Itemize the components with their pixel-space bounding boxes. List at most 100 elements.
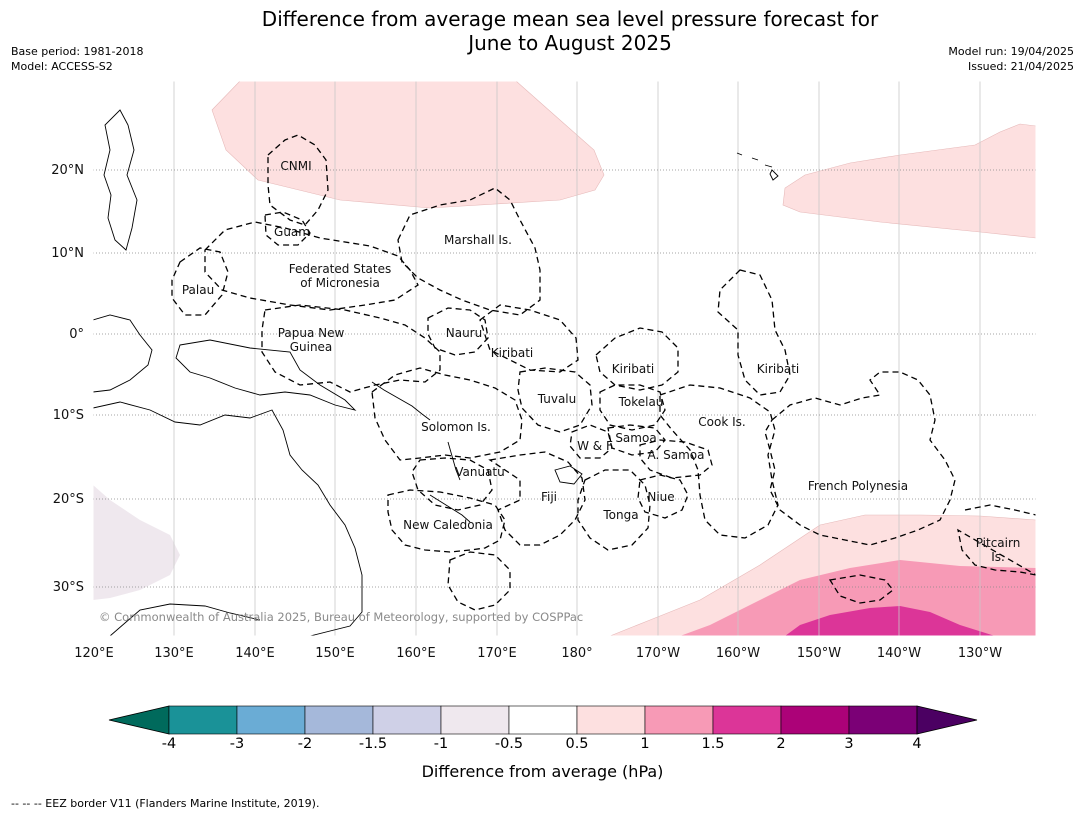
model-text: Model: ACCESS-S2 (11, 60, 113, 73)
longitude-labels: 120°E 130°E 140°E 150°E 160°E 170°E 180°… (74, 646, 1002, 661)
label-png-line1: Papua New (278, 326, 345, 340)
australia-coastline (93, 401, 363, 636)
eez-palau (171, 247, 229, 316)
eez-tuvalu (517, 367, 593, 433)
lat-label-20n: 20°N (51, 163, 84, 178)
label-new-caledonia: New Caledonia (403, 518, 493, 532)
lat-label-10s: 10°S (53, 408, 84, 423)
pressure-anomaly-map: CNMI Guam Marshall Is. Federated States … (51, 80, 1037, 661)
eez-solomon (371, 367, 523, 461)
meta-left: Base period: 1981-2018 Model: ACCESS-S2 (11, 44, 143, 74)
lat-label-30s: 30°S (53, 580, 84, 595)
eez-kermadec (828, 574, 894, 604)
label-fsm-line1: Federated States (289, 262, 391, 276)
eez-png (261, 304, 441, 393)
colorbar-tick-label: 1 (640, 736, 650, 752)
fiji-coastline (554, 465, 583, 485)
label-kiribati-central: Kiribati (612, 362, 654, 376)
anomaly-region-tasman-negative (93, 485, 180, 600)
eez-niue (637, 474, 689, 519)
label-niue: Niue (647, 490, 674, 504)
eez-tonga (577, 469, 651, 551)
title-line-2: June to August 2025 (468, 31, 672, 55)
vanuatu-coastline (447, 441, 461, 481)
label-tonga: Tonga (602, 508, 638, 522)
colorbar-swatch (576, 705, 646, 735)
label-png-line2: Guinea (290, 340, 333, 354)
label-marshall: Marshall Is. (444, 233, 512, 247)
borneo-sulawesi-coastline (93, 314, 153, 393)
lon-label-120e: 120°E (74, 646, 114, 661)
lon-label-160w: 160°W (716, 646, 760, 661)
anomaly-region-southeast-medium (680, 560, 1036, 636)
eez-pitcairn (957, 504, 1036, 576)
anomaly-region-north-pacific (211, 81, 605, 209)
lon-label-180: 180° (561, 646, 592, 661)
lon-label-150w: 150°W (797, 646, 841, 661)
eez-fsm (204, 221, 419, 311)
latitude-gridlines (93, 169, 1036, 588)
eez-guam (264, 211, 311, 246)
anomaly-region-northeast-pacific (782, 123, 1036, 239)
eez-cook (659, 384, 779, 539)
base-period-text: Base period: 1981-2018 (11, 45, 144, 58)
copyright-notice: © Commonwealth of Australia 2025, Bureau… (99, 610, 583, 624)
colorbar-tick-label: 4 (912, 736, 922, 752)
label-palau: Palau (182, 283, 214, 297)
map-frame (92, 80, 1037, 637)
colorbar-tick-label: 2 (776, 736, 786, 752)
label-tokelau: Tokelau (618, 395, 664, 409)
label-kiribati-east: Kiribati (757, 362, 799, 376)
label-vanuatu: Vanuatu (455, 465, 505, 479)
lon-label-170w: 170°W (636, 646, 680, 661)
longitude-gridlines (173, 81, 981, 636)
colorbar-title: Difference from average (hPa) (421, 762, 664, 781)
solomon-islands-coastline (371, 381, 431, 421)
colorbar-swatch (440, 705, 510, 735)
colorbar-swatch (712, 705, 782, 735)
colorbar-swatch (780, 705, 850, 735)
colorbar-tick-label: 1.5 (701, 736, 725, 752)
label-guam: Guam (274, 225, 310, 239)
colorbar-tick-label: 0.5 (565, 736, 589, 752)
colorbar-tick-label: -4 (161, 736, 177, 752)
model-run-text: Model run: 19/04/2025 (948, 45, 1074, 58)
lon-label-170e: 170°E (477, 646, 517, 661)
eez-kiribati-east (717, 269, 791, 396)
eez-marshall (397, 187, 541, 316)
eez-french-polynesia (764, 371, 956, 546)
colorbar-swatch (168, 705, 238, 735)
eez-labels: CNMI Guam Marshall Is. Federated States … (182, 159, 1020, 564)
eez-wallis-futuna (569, 424, 613, 459)
eez-cnmi (267, 134, 329, 226)
label-pitcairn-line2: Is. (991, 550, 1005, 564)
eez-borders (171, 134, 1036, 611)
eez-border-legend: -- -- -- EEZ border V11 (Flanders Marine… (11, 797, 320, 810)
issued-text: Issued: 21/04/2025 (967, 60, 1074, 73)
anomaly-region-southeast-strong (785, 606, 995, 636)
eez-fiji (488, 451, 586, 546)
colorbar-tick-label: -3 (229, 736, 245, 752)
eez-kiribati-central (595, 327, 679, 391)
label-french-polynesia: French Polynesia (808, 479, 908, 493)
eez-kiribati-west (479, 304, 579, 373)
colorbar-swatch (236, 705, 306, 735)
eez-vanuatu (411, 457, 493, 511)
colorbar-tick-label: -0.5 (494, 736, 524, 752)
colorbar-swatch (848, 705, 918, 735)
lon-label-140e: 140°E (235, 646, 275, 661)
colorbar-swatch (644, 705, 714, 735)
new-caledonia-coastline (429, 494, 471, 523)
colorbar (108, 705, 978, 735)
philippines-coastline (103, 109, 138, 251)
colorbar-tick-label: -1.5 (358, 736, 388, 752)
colorbar-tick-label: -2 (297, 736, 313, 752)
eez-nauru (427, 307, 489, 356)
label-kiribati-west: Kiribati (491, 346, 533, 360)
colorbar-over-arrow (916, 705, 978, 735)
lon-label-150e: 150°E (315, 646, 355, 661)
colorbar-under-arrow (108, 705, 170, 735)
hawaii-coastline (736, 152, 779, 181)
label-fsm-line2: of Micronesia (300, 276, 380, 290)
label-wallis-futuna: W & F (577, 439, 613, 453)
